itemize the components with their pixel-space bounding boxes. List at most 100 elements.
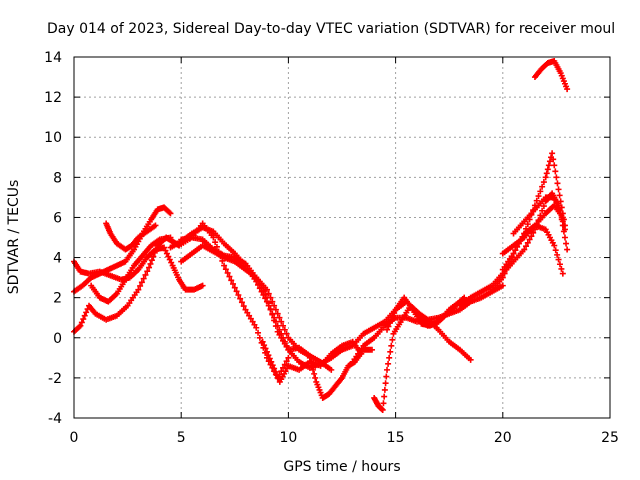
data-point (521, 246, 528, 253)
data-point (281, 361, 288, 368)
data-point (167, 210, 174, 217)
data-point (81, 312, 88, 319)
data-point (83, 309, 90, 316)
series-track-13 (339, 298, 463, 353)
data-point (544, 166, 551, 173)
data-point (221, 262, 228, 269)
data-point (271, 317, 278, 324)
data-point (258, 284, 265, 291)
data-point (147, 260, 154, 267)
data-point (255, 329, 262, 336)
axis-ticks: 0 5 10 15 20 25 -4 -2 0 2 4 6 8 10 12 14 (44, 50, 619, 446)
data-point (278, 318, 285, 325)
data-point (269, 298, 276, 305)
data-point (384, 326, 391, 333)
data-point (389, 336, 396, 343)
data-point (226, 273, 233, 280)
data-point (137, 282, 144, 289)
data-point (510, 250, 517, 257)
x-tick-label: 10 (279, 430, 297, 446)
data-point (526, 236, 533, 243)
data-point (379, 406, 386, 413)
data-point (467, 356, 474, 363)
y-tick-label: 2 (53, 291, 62, 307)
data-point (235, 291, 242, 298)
data-point (328, 366, 335, 373)
data-point (499, 274, 506, 281)
data-point (273, 372, 280, 379)
data-point (552, 247, 559, 254)
data-point (256, 334, 263, 341)
data-point (267, 306, 274, 313)
data-point (276, 331, 283, 338)
data-point (163, 250, 170, 257)
data-point (283, 330, 290, 337)
data-point (549, 150, 556, 157)
y-tick-label: 0 (53, 331, 62, 347)
series-track-17 (489, 150, 568, 293)
data-point (246, 312, 253, 319)
data-point (78, 319, 85, 326)
data-point (271, 302, 278, 309)
data-point (382, 380, 389, 387)
y-tick-label: 6 (53, 210, 62, 226)
y-tick-label: -4 (48, 411, 62, 427)
data-point (385, 323, 392, 330)
data-point (272, 323, 279, 330)
data-point (539, 207, 546, 214)
data-point (259, 338, 266, 345)
data-point (551, 242, 558, 249)
series-track-20 (499, 202, 566, 257)
x-tick-label: 25 (601, 430, 619, 446)
data-point (210, 234, 217, 241)
series-track-6 (176, 220, 292, 381)
data-point (152, 222, 159, 229)
data-point (369, 346, 376, 353)
data-point (274, 328, 281, 335)
data-point (242, 306, 249, 313)
data-point (283, 358, 290, 365)
data-point (253, 274, 260, 281)
data-point (256, 281, 263, 288)
data-point (524, 239, 531, 246)
data-point (263, 348, 270, 355)
data-point (381, 393, 388, 400)
x-tick-label: 5 (177, 430, 186, 446)
data-point (231, 284, 238, 291)
data-point (276, 314, 283, 321)
data-point (146, 264, 153, 271)
data-point (251, 321, 258, 328)
data-point (383, 373, 390, 380)
data-point (559, 222, 566, 229)
data-point (512, 247, 519, 254)
data-point (540, 203, 547, 210)
data-point (283, 343, 290, 350)
data-point (271, 365, 278, 372)
data-point (545, 162, 552, 169)
data-point (557, 198, 564, 205)
data-point (384, 366, 391, 373)
data-point (553, 174, 560, 181)
y-tick-label: 12 (44, 90, 62, 106)
data-point (237, 295, 244, 302)
x-tick-label: 15 (387, 430, 405, 446)
data-point (556, 261, 563, 268)
y-tick-label: 10 (44, 130, 62, 146)
data-point (310, 366, 317, 373)
data-point (233, 288, 240, 295)
data-point (265, 300, 272, 307)
data-point (564, 86, 571, 93)
data-point (247, 315, 254, 322)
data-point (274, 310, 281, 317)
data-point (552, 168, 559, 175)
data-point (77, 322, 84, 329)
data-point (168, 259, 175, 266)
data-point (381, 386, 388, 393)
data-point (388, 342, 395, 349)
data-point (535, 193, 542, 200)
data-point (524, 221, 531, 228)
chart-title: Day 014 of 2023, Sidereal Day-to-day VTE… (47, 21, 615, 37)
data-marks (71, 58, 571, 413)
data-point (385, 360, 392, 367)
data-point (249, 318, 256, 325)
